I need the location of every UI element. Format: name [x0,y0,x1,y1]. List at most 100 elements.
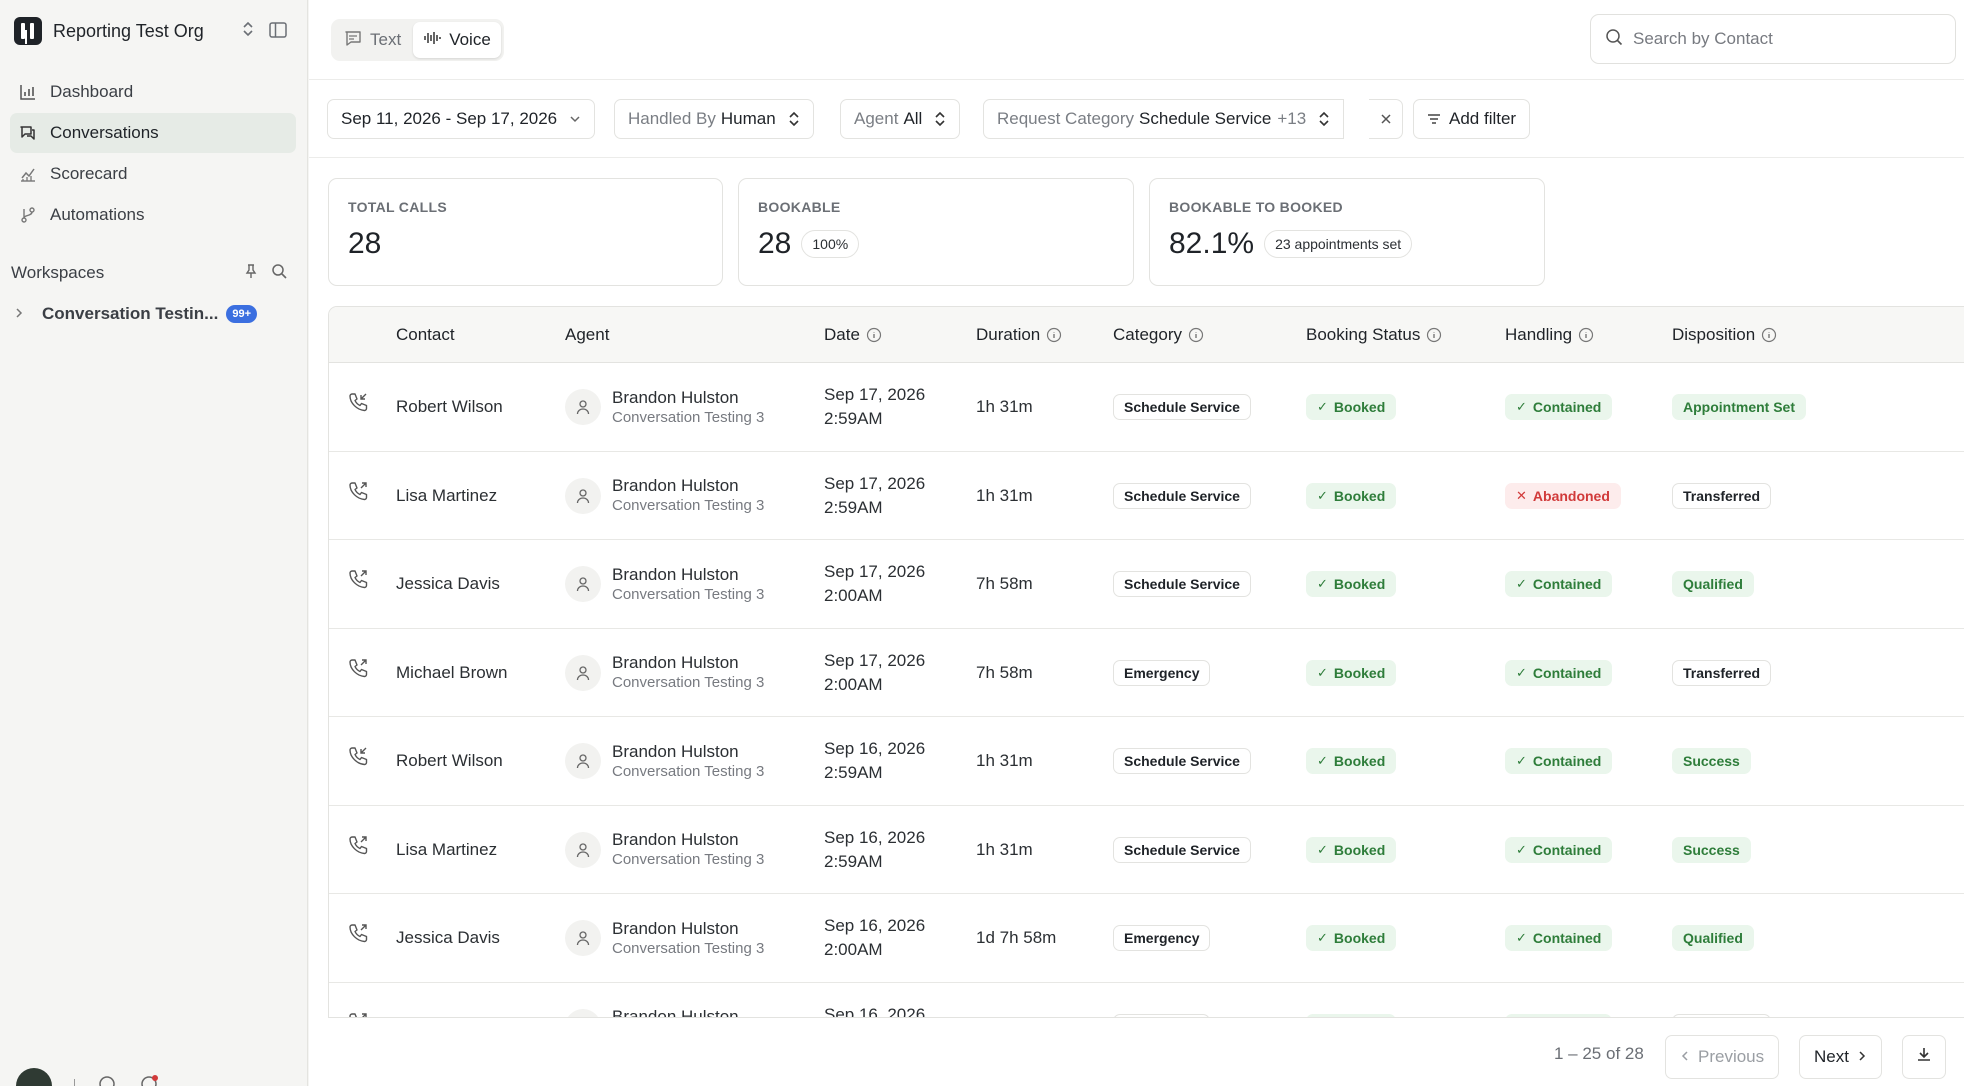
add-filter-button[interactable]: Add filter [1413,99,1531,139]
chevron-up-down-icon[interactable] [238,21,258,41]
info-icon[interactable] [1761,327,1777,343]
sidebar-toggle-icon[interactable] [268,20,290,42]
download-button[interactable] [1902,1035,1946,1079]
filter-key: Agent [854,109,899,128]
search-box[interactable] [1590,14,1956,64]
chat-bubbles-icon [18,123,38,143]
duration-cell: 1h 31m [976,452,1033,540]
info-icon[interactable] [1578,327,1594,343]
handling-badge: ✓ Contained [1505,836,1613,863]
search-icon[interactable] [271,263,287,284]
agent-name: Brandon Hulston [612,653,739,672]
line-chart-icon [18,164,38,184]
download-icon [1915,1046,1933,1069]
table-row[interactable]: Robert Wilson Brandon Hulston Conversation… [329,717,1964,806]
table-row[interactable]: Jessica Davis Brandon Hulston Conversation… [329,540,1964,629]
check-icon: ✓ [1516,841,1527,857]
info-icon[interactable] [866,327,882,343]
booking-status-cell: ✓ Booked [1306,629,1397,717]
column-header-booking-status[interactable]: Booking Status [1306,307,1442,363]
contact-cell: Jessica Davis [396,894,500,982]
notifications-icon[interactable] [139,1074,159,1086]
handling-cell: ✓ Contained [1505,540,1613,628]
column-label: Handling [1505,325,1573,344]
agent-workspace: Conversation Testing 3 [612,408,765,426]
contact-cell: Michael Brown [396,629,508,717]
previous-page-button[interactable]: Previous [1665,1035,1780,1079]
column-label: Agent [565,325,610,344]
duration-value: 1h 31m [976,485,1033,505]
incoming-call-icon [347,391,369,413]
column-header-handling[interactable]: Handling [1505,307,1594,363]
nav-item-conversations[interactable]: Conversations [10,113,296,153]
info-icon[interactable] [1426,327,1442,343]
info-icon[interactable] [1046,327,1062,343]
date-value: Sep 16, 2026 [824,1004,926,1018]
duration-value: 7h 58m [976,574,1033,593]
conversations-table: Contact Agent Date Duration Category Boo… [328,306,1964,1018]
booking-status-badge: ✓ Booked [1306,571,1397,597]
org-switcher[interactable]: Reporting Test Org [14,16,294,46]
info-icon[interactable] [1188,327,1204,343]
booking-status-badge: ✓ Booked [1306,482,1397,509]
table-row[interactable]: Robert Wilson Brandon Hulston Conversation… [329,363,1964,452]
workspaces-header: Workspaces [11,262,287,284]
help-icon[interactable] [97,1074,117,1086]
column-header-category[interactable]: Category [1113,307,1204,363]
booking-status-badge: ✓ Booked [1306,659,1397,686]
date-range-filter[interactable]: Sep 11, 2026 - Sep 17, 2026 [327,99,596,139]
contact-name: Lisa Martinez [396,839,498,859]
workspace-item[interactable]: Conversation Testin... 99+ [14,300,274,328]
nav-item-automations[interactable]: Automations [10,195,296,235]
handling-label: Contained [1532,753,1602,769]
nav-item-scorecard[interactable]: Scorecard [10,154,296,194]
outgoing-call-icon [347,568,369,590]
column-header-agent[interactable]: Agent [565,307,609,363]
table-row[interactable]: Jessica Davis Brandon Hulston Conversation… [329,894,1964,983]
search-input[interactable] [1633,29,1933,49]
disposition-cell: Success [1672,806,1751,894]
category-cell: Emergency [1113,894,1211,982]
handling-badge: ✓ Contained [1505,394,1613,420]
chevron-right-icon[interactable] [14,307,30,322]
category-tag: Emergency [1113,925,1211,951]
table-row[interactable]: Lisa Martinez Brandon Hulston Conversation… [329,806,1964,894]
tab-voice[interactable]: Voice [413,22,501,58]
request-category-filter[interactable]: Request Category Schedule Service +13 [983,99,1345,139]
booking-status-badge: ✓ Booked [1306,748,1397,774]
handled-by-filter[interactable]: Handled By Human [614,99,814,139]
org-logo-icon [14,17,42,45]
category-cell: Schedule Service [1113,452,1251,540]
avatar[interactable] [16,1068,52,1086]
chevron-up-down-icon [1318,111,1330,127]
stat-value: 28 [348,227,382,260]
column-header-duration[interactable]: Duration [976,307,1062,363]
disposition-badge: Qualified [1672,925,1754,951]
column-header-contact[interactable]: Contact [396,307,455,363]
column-header-date[interactable]: Date [824,307,882,363]
next-page-button[interactable]: Next [1799,1035,1882,1079]
tab-text[interactable]: Text [334,22,411,58]
check-icon: ✓ [1317,841,1328,857]
nav-item-dashboard[interactable]: Dashboard [10,72,296,112]
duration-cell: 7h 58m [976,540,1033,628]
nav-label: Dashboard [50,82,134,101]
clear-filter-close-icon[interactable] [1369,99,1403,139]
handling-label: Contained [1532,930,1602,946]
filter-lines-icon [1427,112,1441,126]
agent-name: Brandon Hulston [612,741,739,761]
column-header-disposition[interactable]: Disposition [1672,307,1777,363]
contact-name: Robert Wilson [396,751,503,770]
agent-workspace: Conversation Testing 3 [612,939,765,957]
table-row[interactable]: Lisa Martinez Brandon Hulston Conversation… [329,452,1964,540]
handling-cell: ✓ Contained [1505,629,1613,717]
check-icon: ✓ [1317,576,1328,591]
pin-icon[interactable] [243,263,259,284]
disposition-badge: Appointment Set [1672,394,1806,420]
agent-filter[interactable]: Agent All [840,99,961,139]
